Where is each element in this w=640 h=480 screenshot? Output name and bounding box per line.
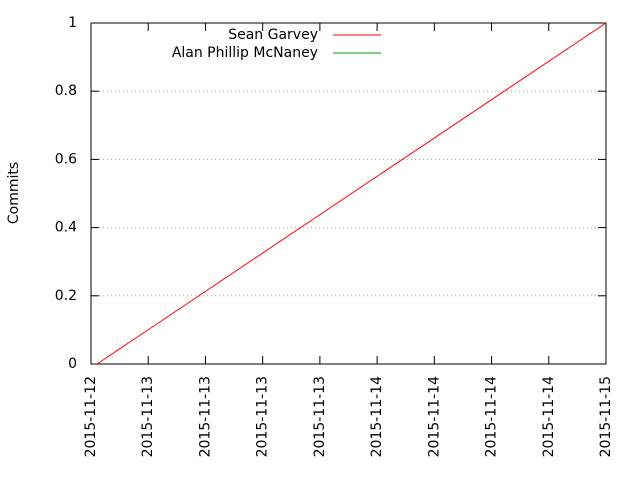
x-tick-label: 2015-11-13 <box>197 376 213 457</box>
y-axis-label: Commits <box>6 162 22 224</box>
x-tick-label: 2015-11-14 <box>484 376 500 457</box>
series-line <box>96 22 607 365</box>
legend-label: Sean Garvey <box>228 27 318 43</box>
x-tick-label: 2015-11-13 <box>140 376 156 457</box>
x-tick-label: 2015-11-14 <box>426 376 442 457</box>
legend-label: Alan Phillip McNaney <box>172 45 318 61</box>
y-tick-label: 0.4 <box>55 220 77 236</box>
y-tick-label: 0.8 <box>55 83 77 99</box>
x-tick-label: 2015-11-14 <box>369 376 385 457</box>
plot-frame <box>90 22 607 365</box>
x-tick-label: 2015-11-13 <box>255 376 271 457</box>
x-tick-label: 2015-11-15 <box>598 376 614 457</box>
y-tick-label: 0.2 <box>55 288 77 304</box>
y-tick-label: 0.6 <box>55 151 77 167</box>
y-tick-label: 0 <box>68 356 77 372</box>
y-tick-label: 1 <box>68 15 77 31</box>
x-tick-label: 2015-11-12 <box>83 376 99 457</box>
x-tick-label: 2015-11-14 <box>541 376 557 457</box>
x-tick-label: 2015-11-13 <box>312 376 328 457</box>
